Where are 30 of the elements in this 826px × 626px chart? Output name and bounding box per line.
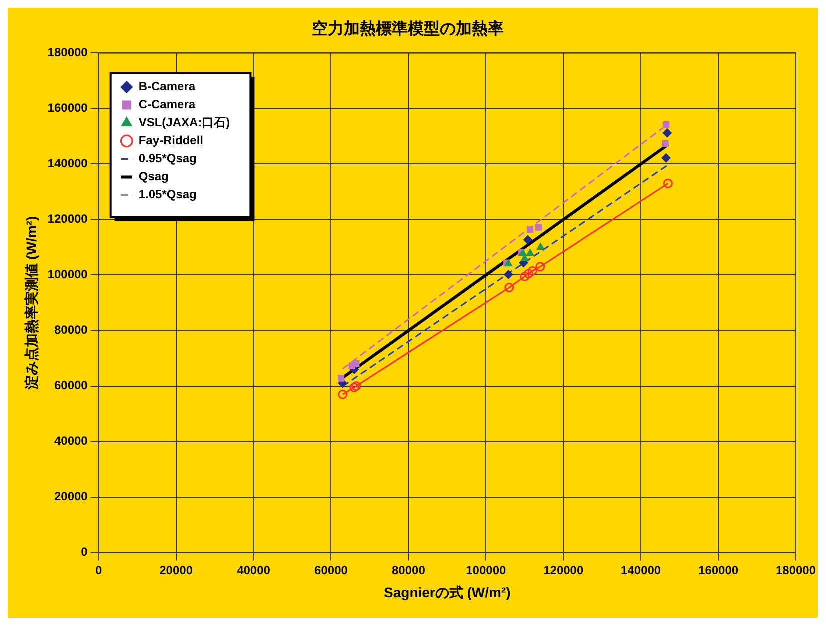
legend-label: B-Camera [138, 80, 196, 94]
y-tick-label: 180000 [48, 46, 88, 60]
y-tick-label: 20000 [54, 490, 88, 504]
y-tick-label: 160000 [48, 101, 88, 116]
x-axis-title: Sagnierの式 (W/m²) [384, 584, 511, 600]
x-tick-label: 20000 [160, 563, 194, 578]
legend-label: 0.95*Qsag [138, 152, 197, 166]
legend-label: C-Camera [138, 98, 196, 112]
y-tick-label: 120000 [48, 212, 88, 226]
y-tick-label: 140000 [48, 156, 88, 171]
x-tick-label: 80000 [392, 563, 426, 578]
x-tick-label: 40000 [237, 563, 271, 578]
x-tick-label: 100000 [466, 563, 506, 578]
legend-label: Qsag [138, 170, 169, 184]
y-tick-label: 100000 [48, 268, 88, 282]
x-tick-label: 60000 [314, 563, 348, 578]
y-axis-title: 淀み点加熱率実測値 (W/m²) [23, 216, 40, 391]
chart-title: 空力加熱標準模型の加熱率 [312, 18, 504, 38]
legend-label: 1.05*Qsag [138, 188, 197, 202]
legend-label: VSL(JAXA:口石) [138, 116, 230, 130]
x-tick-label: 160000 [698, 563, 739, 578]
x-tick-label: 120000 [544, 563, 584, 578]
x-tick-label: 180000 [776, 563, 816, 578]
y-tick-label: 80000 [54, 323, 88, 338]
y-tick-label: 60000 [54, 378, 88, 393]
x-tick-label: 140000 [621, 563, 662, 578]
y-tick-label: 0 [81, 545, 88, 560]
y-tick-label: 40000 [54, 434, 88, 448]
legend-label: Fay-Riddell [138, 134, 204, 148]
x-tick-label: 0 [96, 563, 102, 578]
